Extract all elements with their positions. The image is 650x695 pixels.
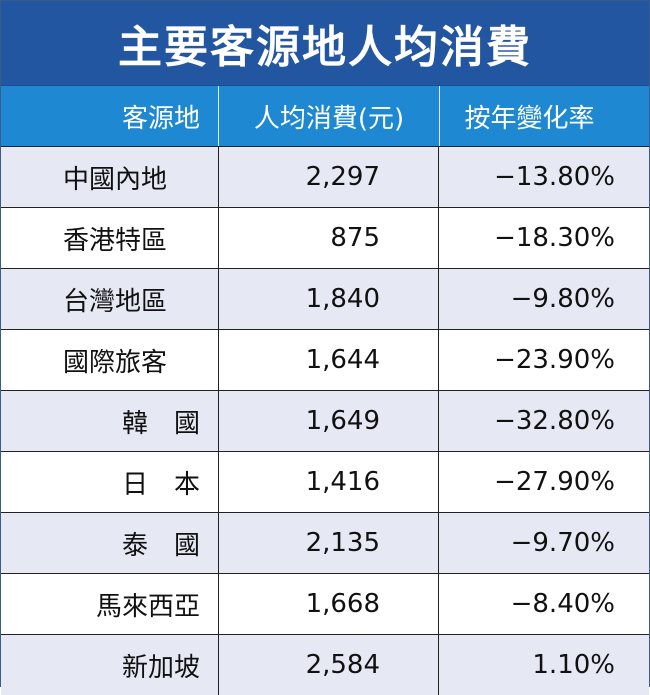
header-change: 按年變化率	[439, 86, 649, 146]
table-row: 香港特區 875 −18.30%	[1, 207, 649, 268]
cell-change: −13.80%	[438, 147, 649, 207]
table-row: 韓 國 1,649 −32.80%	[1, 390, 649, 451]
cell-origin: 新加坡	[121, 652, 200, 683]
cell-change: −18.30%	[438, 208, 649, 268]
table-title: 主要客源地人均消費	[1, 1, 649, 85]
table-body: 中國內地 2,297 −13.80% 香港特區 875 −18.30% 台灣地區 1,840−…	[1, 146, 649, 695]
table-row: 泰 國 2,135 −9.70%	[1, 512, 649, 573]
cell-spend: 2,584	[218, 635, 438, 695]
header-spend: 人均消費(元)	[218, 86, 439, 146]
cell-spend: 1,840	[218, 269, 438, 329]
cell-spend: 1,416	[218, 452, 438, 512]
table-row: 新加坡 2,584 1.10%	[1, 634, 649, 695]
cell-change: −32.80%	[438, 391, 649, 451]
table-row: 中國內地 2,297 −13.80%	[1, 146, 649, 207]
cell-origin: 中國內地	[63, 164, 168, 195]
cell-origin: 韓 國	[121, 408, 200, 439]
cell-change: −9.80%	[438, 269, 649, 329]
cell-spend: 1,644	[218, 330, 438, 390]
cell-change: −27.90%	[438, 452, 649, 512]
table-row: 日 本 1,416 −27.90%	[1, 451, 649, 512]
cell-change: −9.70%	[438, 513, 649, 573]
cell-spend: 2,297	[218, 147, 438, 207]
cell-origin: 泰 國	[121, 530, 200, 561]
table-row: 馬來西亞 1,668 −8.40%	[1, 573, 649, 634]
cell-spend: 1,649	[218, 391, 438, 451]
cell-origin: 日 本	[121, 469, 200, 500]
cell-origin: 國際旅客	[63, 347, 168, 378]
table-row: 台灣地區 1,840 −9.80%	[1, 268, 649, 329]
cell-change: 1.10%	[438, 635, 649, 695]
header-origin: 客源地	[121, 103, 200, 134]
cell-spend: 2,135	[218, 513, 438, 573]
table-header: 客源地 人均消費(元) 按年變化率	[1, 85, 649, 146]
cell-origin: 台灣地區	[63, 286, 168, 317]
cell-change: −8.40%	[438, 574, 649, 634]
cell-origin: 馬來西亞	[95, 591, 200, 622]
cell-origin: 香港特區	[63, 225, 168, 256]
cell-change: −23.90%	[438, 330, 649, 390]
table-row: 國際旅客 1,644 −23.90%	[1, 329, 649, 390]
cell-spend: 875	[218, 208, 438, 268]
cell-spend: 1,668	[218, 574, 438, 634]
